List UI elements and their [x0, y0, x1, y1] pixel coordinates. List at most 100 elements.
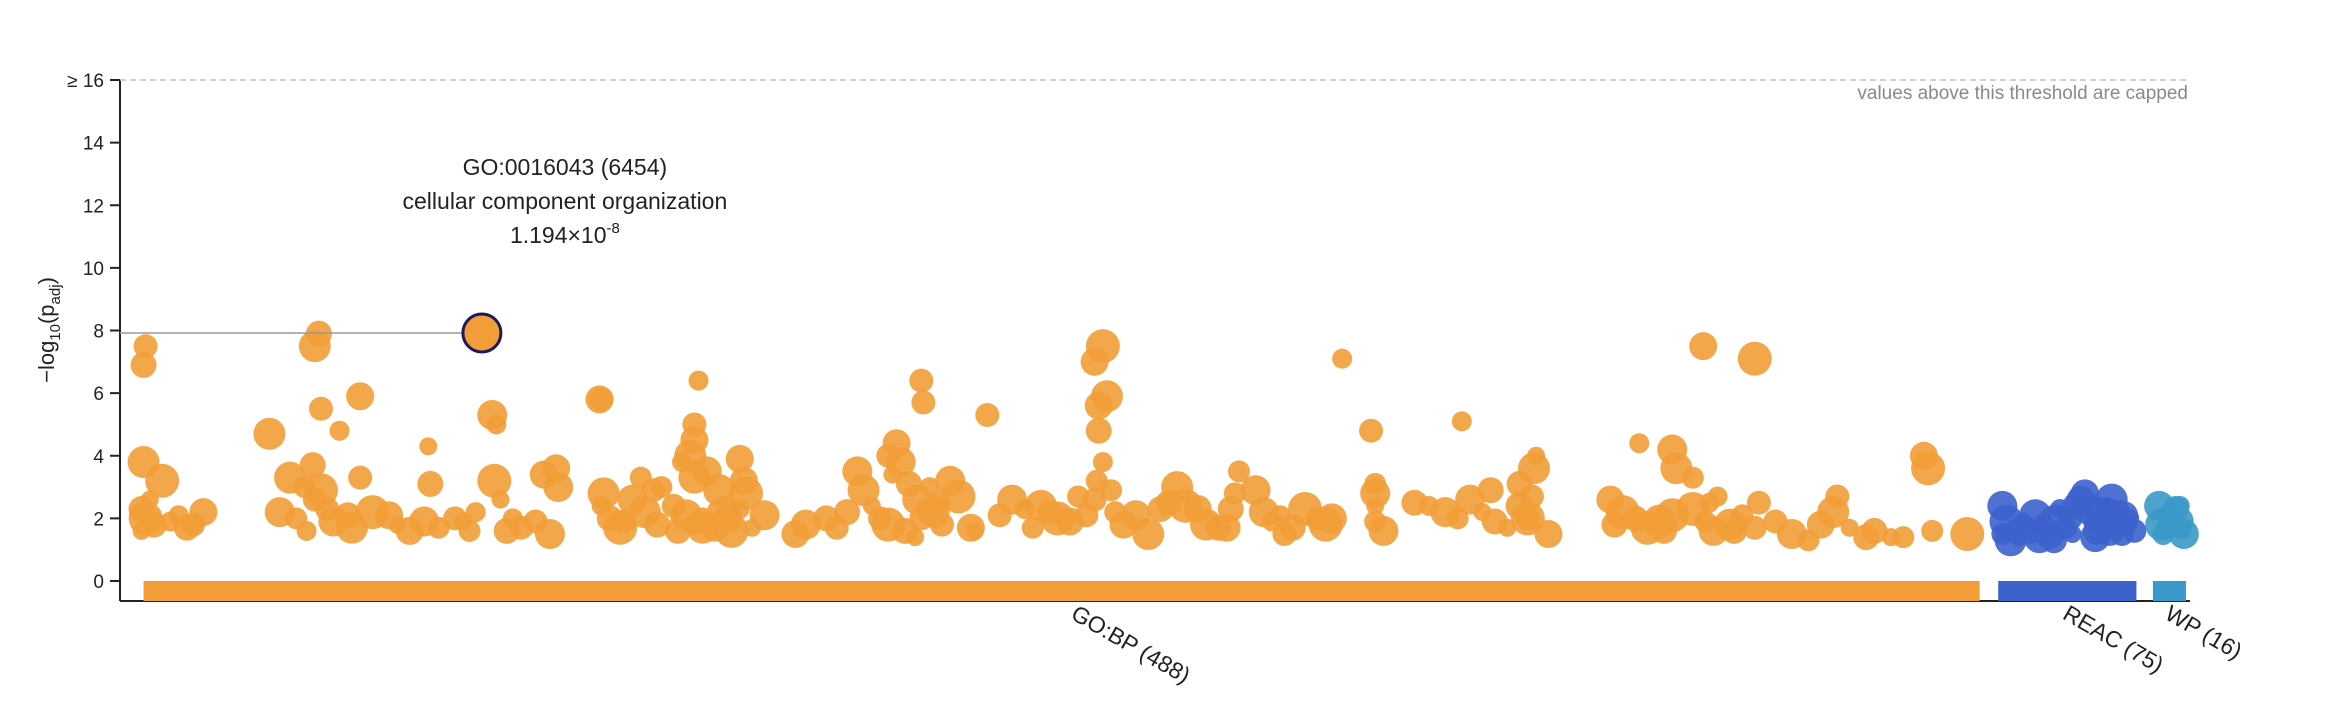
source-bar-go-bp[interactable]: [143, 581, 1980, 601]
data-point[interactable]: [186, 512, 205, 531]
data-point[interactable]: [1451, 411, 1472, 432]
data-point[interactable]: [458, 519, 481, 542]
data-point[interactable]: [650, 476, 673, 499]
data-point[interactable]: [543, 472, 574, 503]
data-point[interactable]: [1228, 460, 1251, 483]
data-point[interactable]: [1689, 332, 1718, 361]
data-point[interactable]: [1477, 477, 1504, 504]
data-point[interactable]: [2168, 519, 2199, 550]
data-point[interactable]: [2109, 522, 2134, 547]
data-point[interactable]: [813, 505, 840, 532]
data-point[interactable]: [253, 417, 286, 450]
data-point[interactable]: [909, 368, 934, 393]
data-point[interactable]: [1085, 329, 1120, 364]
data-point[interactable]: [1332, 348, 1353, 369]
data-point[interactable]: [1825, 484, 1850, 509]
data-point[interactable]: [477, 463, 512, 498]
data-point[interactable]: [906, 528, 925, 547]
highlight-p-value: 1.194×10-8: [510, 220, 620, 248]
data-point[interactable]: [1519, 484, 1544, 509]
data-point[interactable]: [1707, 486, 1728, 507]
data-point[interactable]: [1021, 516, 1044, 539]
highlighted-point[interactable]: [461, 312, 503, 354]
data-point[interactable]: [1746, 490, 1771, 515]
data-point[interactable]: [1742, 515, 1767, 540]
data-point[interactable]: [965, 521, 984, 540]
source-bar-wp[interactable]: [2152, 581, 2186, 601]
data-point[interactable]: [1650, 517, 1677, 544]
data-point[interactable]: [1368, 515, 1399, 546]
data-point[interactable]: [612, 509, 637, 534]
data-point[interactable]: [589, 387, 614, 412]
data-point[interactable]: [2063, 525, 2082, 544]
data-point[interactable]: [941, 479, 976, 514]
data-point[interactable]: [130, 351, 157, 378]
data-point[interactable]: [348, 465, 373, 490]
data-point[interactable]: [1132, 518, 1165, 551]
data-point[interactable]: [1714, 508, 1747, 541]
data-point[interactable]: [1861, 517, 1888, 544]
data-point[interactable]: [491, 490, 510, 509]
source-label-wp: WP (16): [2161, 600, 2247, 664]
y-tick-label: 2: [93, 509, 104, 530]
data-point[interactable]: [1737, 341, 1772, 376]
data-point[interactable]: [1212, 513, 1241, 542]
data-point[interactable]: [911, 390, 936, 415]
data-point[interactable]: [308, 396, 333, 421]
data-point[interactable]: [1892, 526, 1915, 549]
data-point[interactable]: [672, 452, 693, 473]
data-point[interactable]: [133, 334, 158, 359]
data-point[interactable]: [1629, 433, 1650, 454]
data-point[interactable]: [346, 382, 375, 411]
data-point[interactable]: [929, 512, 954, 537]
data-point[interactable]: [1359, 418, 1384, 443]
data-point[interactable]: [145, 463, 180, 498]
data-point[interactable]: [790, 509, 821, 540]
y-axis-label: −log10(padj): [34, 277, 64, 383]
data-point[interactable]: [1090, 380, 1123, 413]
data-point[interactable]: [688, 370, 709, 391]
y-ticks: 0 2 4 6 8 10 12 14 ≥ 16: [67, 71, 120, 593]
data-point[interactable]: [417, 470, 444, 497]
data-point[interactable]: [329, 420, 350, 441]
data-point[interactable]: [834, 499, 861, 526]
data-point[interactable]: [132, 521, 151, 540]
data-point[interactable]: [1366, 496, 1385, 515]
data-point[interactable]: [1316, 503, 1347, 534]
data-point[interactable]: [1085, 417, 1112, 444]
data-point[interactable]: [1082, 487, 1107, 512]
data-point[interactable]: [419, 437, 438, 456]
y-tick-label: 10: [83, 259, 104, 280]
data-point[interactable]: [1100, 479, 1123, 502]
data-point[interactable]: [1950, 517, 1985, 552]
data-point[interactable]: [644, 511, 671, 538]
data-point[interactable]: [1681, 466, 1704, 489]
data-point[interactable]: [465, 502, 486, 523]
data-point[interactable]: [743, 518, 762, 537]
data-point[interactable]: [299, 452, 326, 479]
data-point[interactable]: [1272, 522, 1297, 547]
source-bar-reac[interactable]: [1998, 581, 2137, 601]
data-point[interactable]: [2009, 528, 2028, 547]
data-point[interactable]: [725, 444, 754, 473]
data-point[interactable]: [1911, 451, 1946, 486]
data-point[interactable]: [1360, 478, 1391, 509]
data-point[interactable]: [975, 403, 1000, 428]
data-point[interactable]: [296, 520, 317, 541]
data-point[interactable]: [2040, 527, 2067, 554]
data-point[interactable]: [1534, 520, 1563, 549]
data-point[interactable]: [729, 498, 750, 519]
data-point[interactable]: [2169, 495, 2190, 516]
data-point[interactable]: [1515, 506, 1540, 531]
data-point[interactable]: [1601, 511, 1628, 538]
data-point[interactable]: [486, 414, 507, 435]
y-tick-label: 12: [83, 196, 104, 217]
data-point[interactable]: [1921, 519, 1944, 542]
data-point[interactable]: [298, 330, 331, 363]
data-point[interactable]: [534, 519, 565, 550]
data-point[interactable]: [1527, 446, 1546, 465]
data-point[interactable]: [1092, 452, 1113, 473]
source-labels: GO:BP (488) REAC (75)WP (16): [1067, 600, 2247, 689]
data-point[interactable]: [664, 517, 691, 544]
